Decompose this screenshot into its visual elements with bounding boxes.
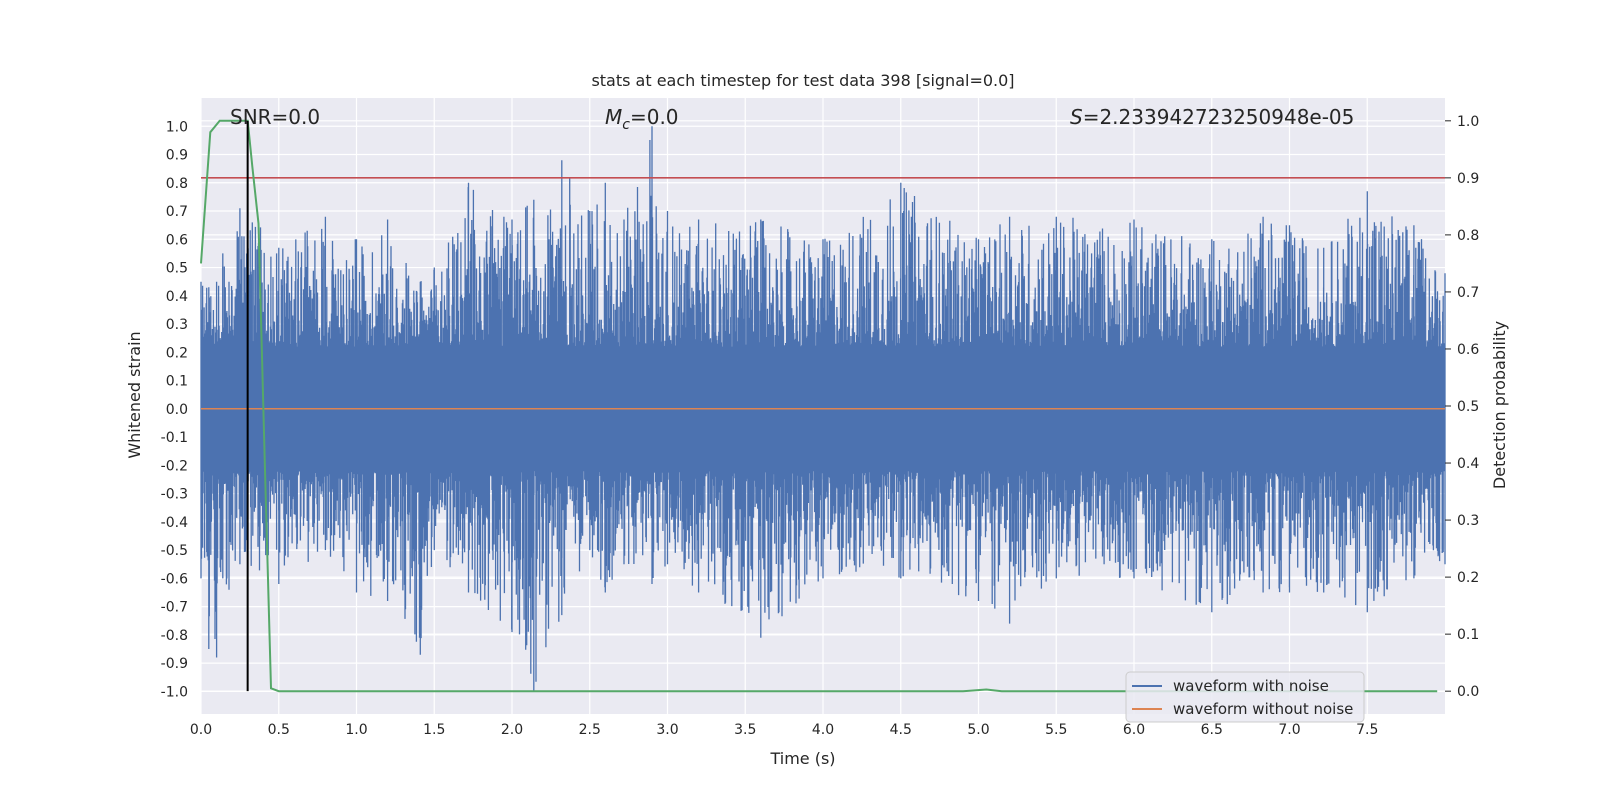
left-tick--0-1: -0.1	[161, 430, 188, 446]
annotation-mc: Mc=0.0	[605, 105, 679, 133]
x-tick-1-0: 1.0	[345, 722, 367, 738]
right-tick-0-6: 0.6	[1457, 342, 1479, 358]
x-tick-7-5: 7.5	[1356, 722, 1378, 738]
x-tick-7-0: 7.0	[1278, 722, 1300, 738]
right-tick-0-8: 0.8	[1457, 228, 1479, 244]
left-tick--0-9: -0.9	[161, 656, 188, 672]
right-tick-0-7: 0.7	[1457, 285, 1479, 301]
x-tick-3-0: 3.0	[656, 722, 678, 738]
x-tick-1-5: 1.5	[423, 722, 445, 738]
right-tick-0-1: 0.1	[1457, 627, 1479, 643]
x-axis-label: Time (s)	[769, 749, 835, 768]
chart-title: stats at each timestep for test data 398…	[591, 71, 1014, 90]
right-tick-0-9: 0.9	[1457, 171, 1479, 187]
left-tick--0-5: -0.5	[161, 543, 188, 559]
left-tick--0-3: -0.3	[161, 487, 188, 503]
x-tick-2-0: 2.0	[501, 722, 523, 738]
x-tick-0-0: 0.0	[190, 722, 212, 738]
left-tick--0-4: -0.4	[161, 515, 188, 531]
legend: waveform with noise waveform without noi…	[1125, 671, 1365, 723]
right-tick-1-0: 1.0	[1457, 114, 1479, 130]
left-tick-1-0: 1.0	[166, 119, 188, 135]
x-axis-ticks: 0.0 0.5 1.0 1.5 2.0 2.5 3.0 3.5 4.0 4.5 5.0 5.5 6.0 6…	[190, 722, 1379, 738]
left-tick-0-7: 0.7	[166, 204, 188, 220]
annotation-snr: SNR=0.0	[230, 105, 320, 129]
left-tick-0-6: 0.6	[166, 232, 188, 248]
left-tick-0-2: 0.2	[166, 345, 188, 361]
left-tick--0-8: -0.8	[161, 628, 188, 644]
x-tick-2-5: 2.5	[579, 722, 601, 738]
x-tick-4-5: 4.5	[890, 722, 912, 738]
right-axis-ticks: 1.0 0.9 0.8 0.7 0.6 0.5 0.4 0.3 0.2 0.1 0.0	[1445, 114, 1479, 700]
left-tick-0-4: 0.4	[166, 289, 188, 305]
left-axis-ticks: 1.0 0.9 0.8 0.7 0.6 0.5 0.4 0.3 0.2 0.1 0.0 -0.1 -0.…	[161, 119, 188, 700]
left-tick--0-7: -0.7	[161, 600, 188, 616]
annotation-s: S=2.233942723250948e-05	[1070, 105, 1354, 129]
annotation-mc-symbol: M	[605, 105, 622, 129]
left-axis-label: Whitened strain	[125, 331, 144, 458]
x-tick-5-0: 5.0	[967, 722, 989, 738]
legend-frame	[1125, 671, 1365, 723]
annotation-mc-value: =0.0	[630, 105, 679, 129]
left-tick-0-9: 0.9	[166, 148, 188, 164]
x-tick-5-5: 5.5	[1045, 722, 1067, 738]
left-tick-0-3: 0.3	[166, 317, 188, 333]
x-tick-0-5: 0.5	[268, 722, 290, 738]
legend-label-waveform-with-noise: waveform with noise	[1173, 677, 1329, 695]
x-tick-3-5: 3.5	[734, 722, 756, 738]
left-tick-0-0: 0.0	[166, 402, 188, 418]
left-tick-0-8: 0.8	[166, 176, 188, 192]
series-detection-probability	[200, 119, 1438, 693]
left-tick-0-5: 0.5	[166, 261, 188, 277]
annotation-s-value: =2.233942723250948e-05	[1083, 105, 1355, 129]
x-tick-4-0: 4.0	[812, 722, 834, 738]
right-tick-0-4: 0.4	[1457, 456, 1479, 472]
left-tick--0-6: -0.6	[161, 571, 188, 587]
right-tick-0-3: 0.3	[1457, 513, 1479, 529]
left-tick-0-1: 0.1	[166, 374, 188, 390]
noise-strokes	[200, 126, 1446, 692]
annotation-mc-subscript: c	[622, 117, 630, 133]
x-tick-6-0: 6.0	[1123, 722, 1145, 738]
x-tick-6-5: 6.5	[1201, 722, 1223, 738]
annotation-s-symbol: S	[1070, 105, 1083, 129]
right-tick-0-0: 0.0	[1457, 684, 1479, 700]
right-tick-0-2: 0.2	[1457, 570, 1479, 586]
legend-label-waveform-without-noise: waveform without noise	[1173, 700, 1353, 718]
left-tick--0-2: -0.2	[161, 458, 188, 474]
right-axis-label: Detection probability	[1490, 321, 1509, 489]
right-tick-0-5: 0.5	[1457, 399, 1479, 415]
left-tick--1-0: -1.0	[161, 684, 188, 700]
